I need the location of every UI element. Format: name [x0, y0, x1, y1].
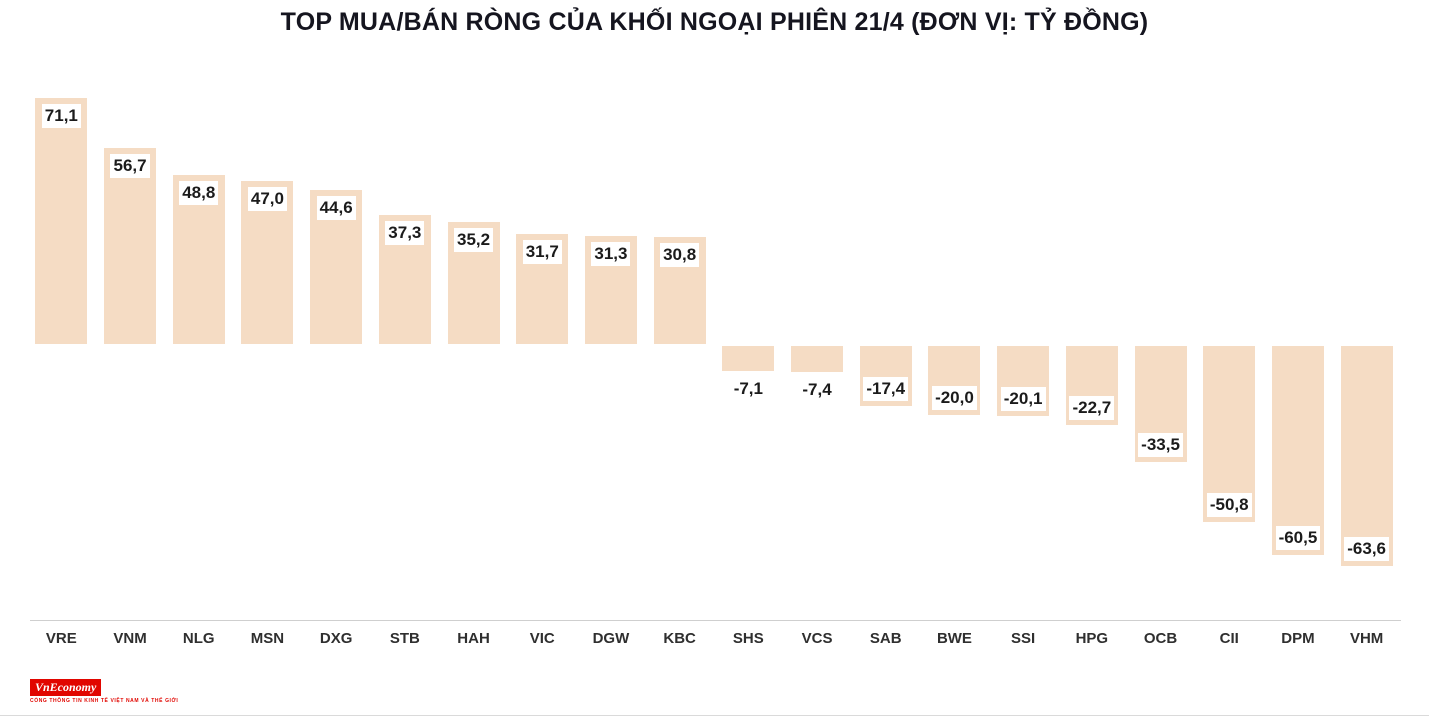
bar-shs	[722, 346, 775, 371]
bar-value-label: 30,8	[645, 243, 714, 268]
bar-value-label: -50,8	[1195, 492, 1264, 517]
chart-column: 31,3 DGW	[577, 0, 646, 717]
category-label: DGW	[592, 630, 630, 647]
bottom-divider	[0, 715, 1429, 716]
chart-column: 44,6 DXG	[302, 0, 371, 717]
bar-value-label: -17,4	[851, 377, 920, 402]
chart-column: -33,5 OCB	[1126, 0, 1195, 717]
chart-column: 30,8 KBC	[645, 0, 714, 717]
chart-column: -50,8 CII	[1195, 0, 1264, 717]
chart-column: -60,5 DPM	[1264, 0, 1333, 717]
bar-vcs	[791, 346, 844, 372]
category-label: HPG	[1075, 630, 1109, 647]
bar-value-label: 35,2	[439, 228, 508, 253]
bar-value-label: -33,5	[1126, 432, 1195, 457]
chart-column: 37,3 STB	[371, 0, 440, 717]
bar-cii	[1203, 346, 1256, 522]
category-label: VRE	[45, 630, 77, 647]
category-label: DXG	[319, 630, 353, 647]
chart-column: -20,0 BWE	[920, 0, 989, 717]
chart-column: 48,8 NLG	[164, 0, 233, 717]
category-label: HAH	[457, 630, 490, 647]
category-label: MSN	[250, 630, 285, 647]
bar-value-label: 56,7	[96, 153, 165, 178]
chart-column: -7,1 SHS	[714, 0, 783, 717]
chart-column: -20,1 SSI	[989, 0, 1058, 717]
bar-value-label: 71,1	[27, 103, 96, 128]
category-label: SHS	[732, 630, 764, 647]
chart-column: 35,2 HAH	[439, 0, 508, 717]
chart-column: 56,7 VNM	[96, 0, 165, 717]
vneconomy-logo: VnEconomy	[30, 679, 102, 697]
bar-value-label: 31,7	[508, 240, 577, 265]
x-axis-line	[30, 620, 1401, 621]
chart-column: -7,4 VCS	[783, 0, 852, 717]
bar-chart-plot: 71,1 VRE 56,7 VNM 48,8 NLG 47,0 MSN 44,6 DXG 37,3 S…	[27, 0, 1401, 717]
chart-column: -17,4 SAB	[851, 0, 920, 717]
bar-value-label: 31,3	[577, 241, 646, 266]
vneconomy-tagline: CỔNG THÔNG TIN KINH TẾ VIỆT NAM VÀ THẾ G…	[30, 698, 179, 705]
bar-value-label: 44,6	[302, 195, 371, 220]
chart-column: 47,0 MSN	[233, 0, 302, 717]
chart-column: 31,7 VIC	[508, 0, 577, 717]
category-label: VHM	[1349, 630, 1384, 647]
category-label: STB	[389, 630, 420, 647]
bar-dpm	[1271, 346, 1324, 556]
category-label: DPM	[1281, 630, 1315, 647]
chart-column: -22,7 HPG	[1058, 0, 1127, 717]
bar-vhm	[1340, 346, 1393, 567]
bar-value-label: -7,1	[714, 376, 783, 401]
category-label: KBC	[663, 630, 696, 647]
bar-value-label: -60,5	[1264, 526, 1333, 551]
footer: VnEconomy CỔNG THÔNG TIN KINH TẾ VIỆT NA…	[30, 678, 178, 704]
bar-value-label: -63,6	[1332, 537, 1401, 562]
category-label: OCB	[1143, 630, 1178, 647]
bar-value-label: 37,3	[371, 220, 440, 245]
category-label: VIC	[529, 630, 555, 647]
category-label: SSI	[1011, 630, 1036, 647]
bar-value-label: 47,0	[233, 187, 302, 212]
chart-title: TOP MUA/BÁN RÒNG CỦA KHỐI NGOẠI PHIÊN 21…	[280, 8, 1149, 36]
category-label: VNM	[113, 630, 147, 647]
bar-value-label: 48,8	[164, 181, 233, 206]
category-label: SAB	[869, 630, 902, 647]
bar-vre	[35, 97, 88, 344]
category-label: BWE	[936, 630, 972, 647]
chart-column: -63,6 VHM	[1332, 0, 1401, 717]
bar-value-label: -20,0	[920, 386, 989, 411]
bar-value-label: -7,4	[783, 377, 852, 402]
category-label: CII	[1219, 630, 1239, 647]
chart-column: 71,1 VRE	[27, 0, 96, 717]
bar-vnm	[104, 147, 157, 344]
category-label: VCS	[801, 630, 833, 647]
category-label: NLG	[182, 630, 215, 647]
bar-value-label: -22,7	[1058, 395, 1127, 420]
bar-value-label: -20,1	[989, 386, 1058, 411]
